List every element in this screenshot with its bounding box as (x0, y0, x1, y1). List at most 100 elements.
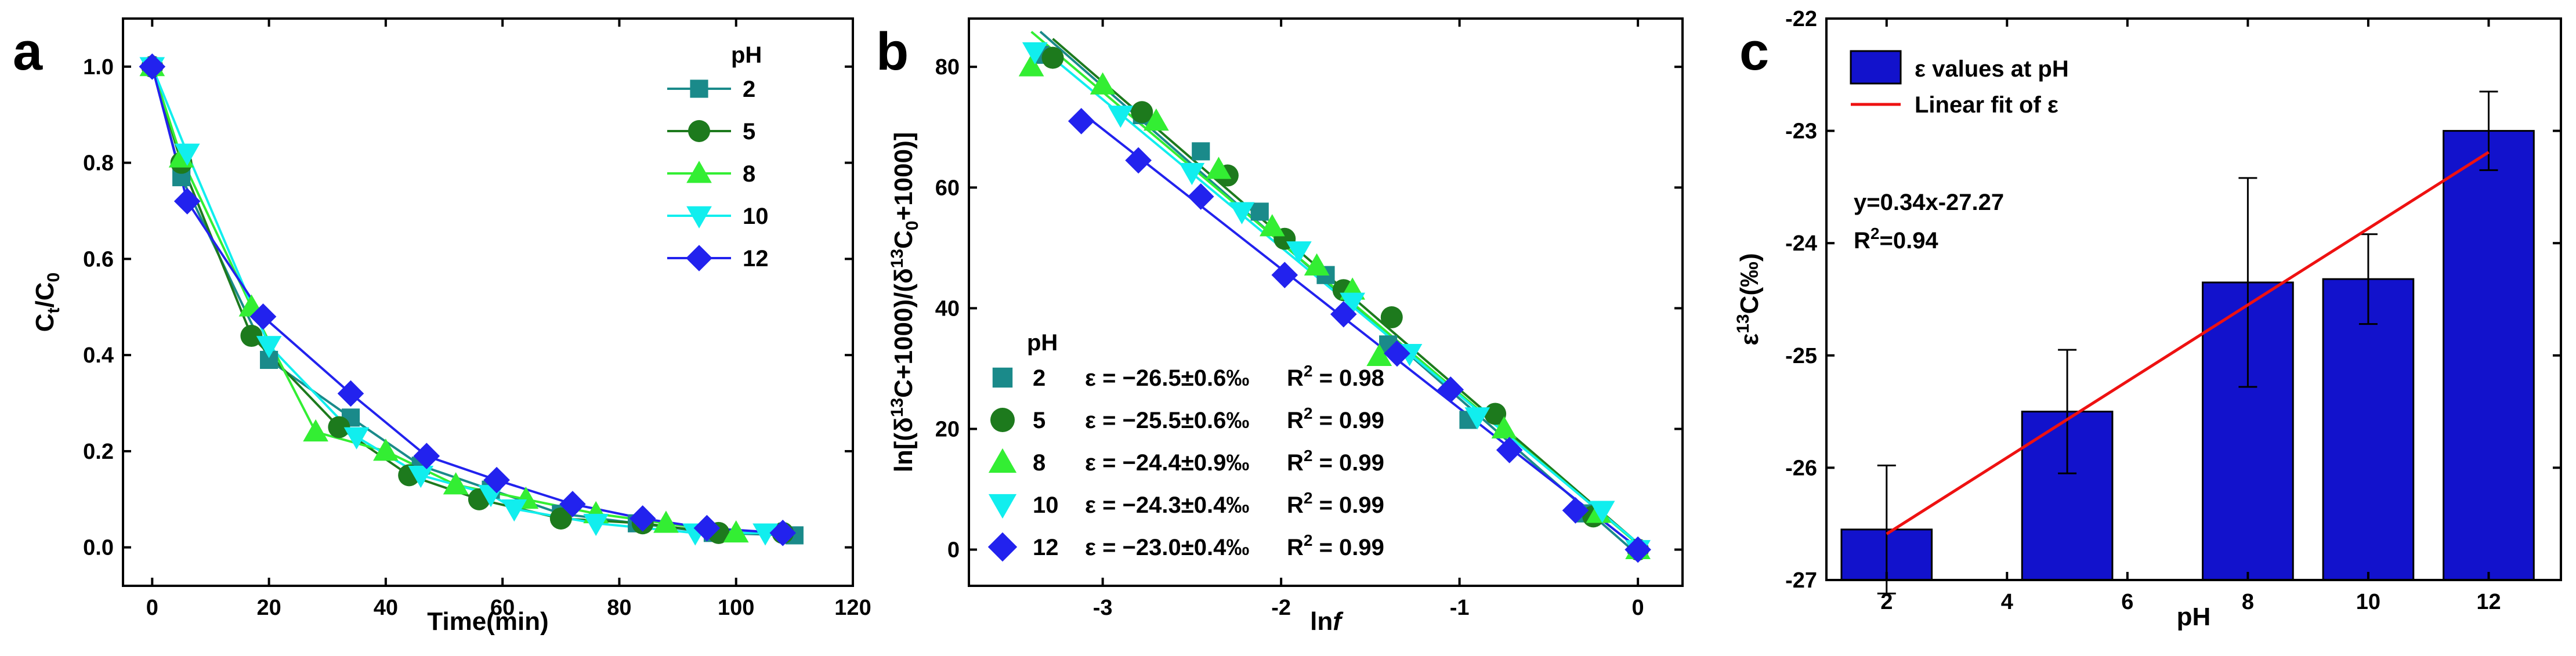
y-title-sub-t: t (44, 307, 63, 313)
panel-c-legend-bar-swatch (1850, 50, 1902, 85)
panel-b-series-10-point (1022, 42, 1048, 65)
panel-b-series-12-point (1330, 301, 1357, 328)
panel-b-legend-r2-12: R2 = 0.99 (1287, 531, 1384, 560)
x-title-ln: ln (1310, 607, 1333, 636)
panel-b-legend-r2-10: R2 = 0.99 (1287, 489, 1384, 518)
y-title-slash-c: /C (31, 282, 59, 307)
panel-b-legend-ph-10: 10 (1033, 492, 1059, 518)
panel-b-series-8-point (1144, 108, 1169, 131)
panel-b-series-5-point (1484, 403, 1507, 425)
panel-b-series-2-point (1192, 142, 1210, 161)
r2-label: R (1287, 365, 1304, 391)
panel-b-series-10-point (1286, 241, 1312, 264)
panel-b-legend-ph-8: 8 (1033, 450, 1045, 476)
panel-c-x-tick-label: 6 (2121, 590, 2133, 614)
panel-a-legend-label-2: 2 (743, 77, 755, 102)
panel-b-series-8-point (1304, 253, 1330, 276)
panel-b-x-tick-label: -3 (1093, 596, 1113, 620)
r2-label: R (1287, 535, 1304, 560)
r2-value: = 0.99 (1312, 408, 1384, 433)
panel-a-x-tick-label: 40 (374, 596, 398, 620)
panel-b-series-12-point (1625, 536, 1651, 563)
panel-b-series-12-point (1562, 497, 1589, 524)
y-title-sup: 13 (888, 398, 907, 417)
panel-b-series-10-point (1340, 292, 1365, 315)
panel-b-legend-r2-8: R2 = 0.99 (1287, 447, 1384, 476)
r2-label: R (1287, 450, 1304, 476)
panel-a-series-8-point (723, 520, 749, 543)
panel-a-series-10-point (501, 499, 527, 522)
panel-a-series-8-point (653, 510, 679, 533)
panel-b-x-axis-title: lnf (1310, 607, 1344, 636)
panel-a-x-tick-label: 100 (718, 596, 754, 620)
r2-value: =0.94 (1879, 228, 1938, 253)
panel-b-x-tick-label: -1 (1450, 596, 1470, 620)
r2-sup: 2 (1304, 489, 1313, 507)
panel-a-y-tick-label: 0.4 (83, 343, 114, 368)
panel-a-x-tick-label: 20 (256, 596, 281, 620)
panel-a-y-axis-title: Ct/C0 (31, 273, 63, 332)
panel-a-series-5-point (549, 507, 572, 530)
panel-a-series-8-point (443, 472, 469, 495)
panel-c-y-tick-label: -27 (1785, 568, 1817, 593)
panel-c-fit-equation: y=0.34x-27.27 (1854, 190, 2004, 215)
panel-a-legend-label-5: 5 (743, 119, 755, 144)
r2-sup: 2 (1871, 224, 1880, 242)
panel-a-x-tick-label: 120 (834, 596, 871, 620)
panel-b-legend-ph-2: 2 (1033, 365, 1045, 391)
panel-a-y-tick-label: 0.6 (83, 247, 114, 271)
panel-b-legend-epsilon-12: ε = −23.0±0.4‰ (1085, 535, 1249, 560)
panel-a-series-12-point (629, 505, 656, 532)
y-title-part: C+1000)/(δ (889, 268, 918, 398)
panel-c-x-tick-label: 2 (1880, 590, 1893, 614)
panel-a-legend-marker-10 (686, 206, 712, 229)
panel-b-y-tick-label: 60 (935, 176, 960, 200)
panel-b-y-tick-label: 80 (935, 55, 960, 79)
r2-label: R (1287, 408, 1304, 433)
panel-a-series-12-point (249, 303, 277, 330)
r2-value: = 0.99 (1312, 492, 1384, 518)
panel-c-plot-frame (1825, 17, 2562, 581)
panel-a-x-tick-label: 0 (146, 596, 158, 620)
panel-b-legend-marker-2 (992, 367, 1013, 388)
panel-b-series-12-point (1068, 108, 1095, 135)
panel-a-series-12-line (151, 66, 783, 534)
y-title-sup: 13 (1734, 314, 1753, 333)
panel-a-series-10-point (752, 523, 778, 546)
panel-a-series-10-point (583, 513, 609, 537)
panel-a-letter: a (13, 22, 43, 81)
y-title-c: C (31, 313, 59, 332)
panel-b-series-5-point (1041, 46, 1064, 69)
panel-b-legend-ph-5: 5 (1033, 408, 1045, 433)
panel-c-x-tick-label: 10 (2356, 590, 2380, 614)
panel-a-series-8-point (373, 438, 399, 461)
panel-b-legend-epsilon-10: ε = −24.3±0.4‰ (1085, 492, 1249, 518)
r2-label: R (1287, 492, 1304, 518)
panel-c-x-tick-label: 12 (2476, 590, 2501, 614)
panel-b-legend-title: pH (1027, 330, 1058, 356)
panel-b-series-12-point (1496, 437, 1523, 463)
panel-a-series-12-point (173, 188, 201, 215)
y-title-part: C (889, 230, 918, 249)
panel-a-plot-frame (122, 17, 854, 587)
panel-b-series-12-point (1437, 376, 1464, 403)
panel-b-x-tick-label: 0 (1632, 596, 1644, 620)
panel-b-series-10-point (1108, 106, 1134, 128)
panel-a-y-tick-label: 0.2 (83, 440, 114, 464)
panel-c-legend-fit-label: Linear fit of ε (1915, 92, 2058, 118)
panel-c-bar-ph-12 (2443, 130, 2535, 581)
panel-b-series-12-point (1187, 183, 1214, 210)
panel-b-y-tick-label: 0 (947, 538, 960, 563)
panel-a-y-tick-label: 0.0 (83, 536, 114, 560)
panel-b-series-10-point (1179, 162, 1205, 186)
panel-b-series-12-point (1125, 147, 1152, 174)
panel-b-legend-epsilon-2: ε = −26.5±0.6‰ (1085, 365, 1249, 391)
panel-b-letter: b (876, 22, 909, 81)
panel-a-series-5-point (240, 325, 263, 347)
panel-a-series-12-point (693, 514, 721, 542)
r2-value: = 0.98 (1312, 365, 1384, 391)
panel-a-series-5-line (151, 66, 783, 534)
x-title-f: f (1333, 607, 1344, 636)
panel-a-series-12-point (139, 53, 166, 80)
panel-a-legend-label-8: 8 (743, 161, 755, 187)
